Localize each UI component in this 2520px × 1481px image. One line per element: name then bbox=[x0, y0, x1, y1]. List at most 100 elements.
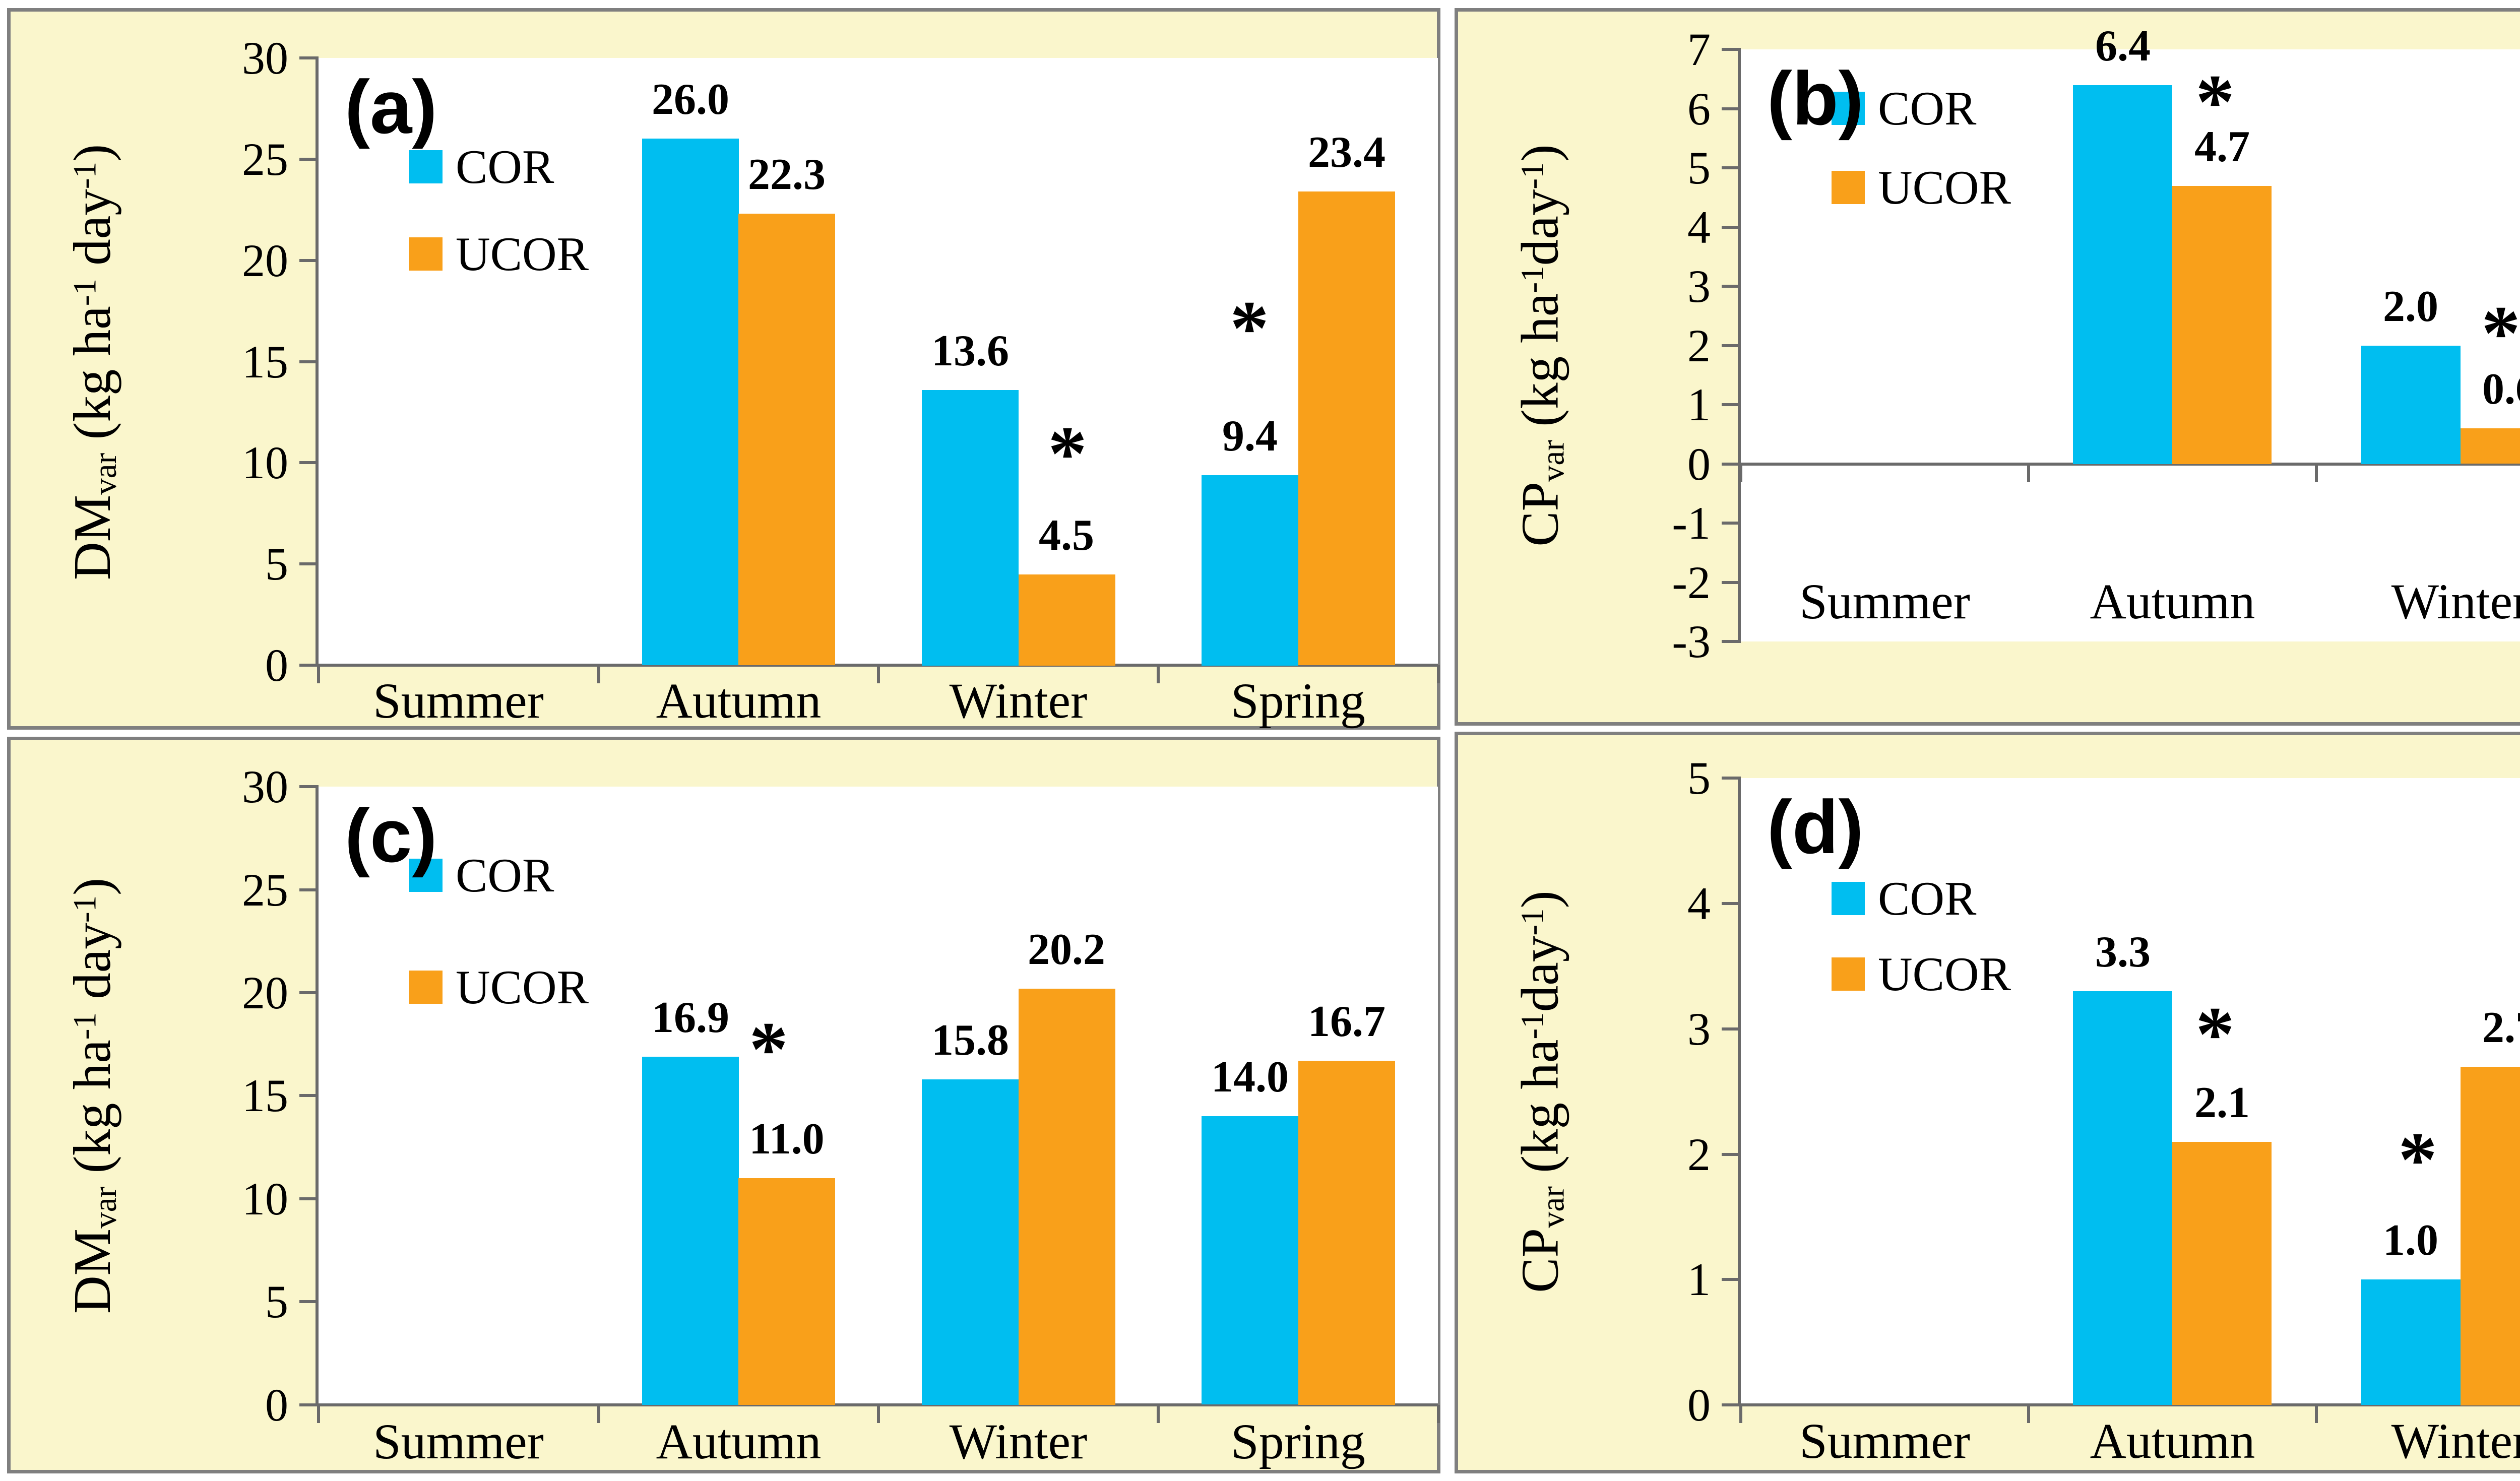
bar-value-label: 4.7 bbox=[2194, 122, 2250, 171]
y-tick-mark bbox=[299, 785, 319, 788]
panel-letter-b: (b) bbox=[1767, 56, 1864, 141]
bar-value-label: 9.4 bbox=[1222, 412, 1278, 461]
y-tick-mark bbox=[1722, 1153, 1741, 1156]
y-axis-title-wrap: DMvar (kg ha-1 day-1) bbox=[18, 787, 169, 1405]
y-tick-mark bbox=[299, 56, 319, 59]
bar-cor-autumn bbox=[642, 1057, 739, 1405]
y-axis-title: CPvar (kg ha-1day-1) bbox=[1509, 144, 1572, 546]
y-axis-title-part: DM bbox=[62, 1228, 122, 1314]
bar-value-label: 1.0 bbox=[2383, 1216, 2438, 1265]
y-tick-mark bbox=[299, 461, 319, 464]
x-category-label: Summer bbox=[373, 673, 544, 729]
y-tick-mark bbox=[1722, 1027, 1741, 1031]
bar-cor-autumn bbox=[2073, 991, 2172, 1405]
y-tick-mark bbox=[1722, 1278, 1741, 1281]
chart-panel-c: 0 5 10 15 20 25 30 Summer Autumn Winter Spring 16.9… bbox=[7, 737, 1440, 1473]
x-tick-mark bbox=[1437, 665, 1440, 683]
significance-asterisk: * bbox=[1048, 410, 1087, 497]
legend-label-ucor: UCOR bbox=[1878, 947, 2011, 1001]
significance-asterisk: * bbox=[2195, 58, 2235, 145]
y-tick-mark bbox=[1722, 640, 1741, 643]
bar-cor-winter bbox=[922, 390, 1019, 666]
y-tick-mark bbox=[1722, 522, 1741, 525]
bar-value-label: 16.9 bbox=[652, 993, 729, 1042]
significance-asterisk: * bbox=[2195, 991, 2235, 1077]
x-tick-mark bbox=[1437, 1405, 1440, 1423]
bar-ucor-winter bbox=[2461, 1067, 2520, 1405]
y-axis-title-part: ) bbox=[62, 144, 122, 162]
legend-label-cor: COR bbox=[456, 849, 554, 902]
bar-value-label: 16.7 bbox=[1308, 997, 1385, 1046]
legend-swatch-cor bbox=[1832, 882, 1865, 915]
y-tick-label: 3 bbox=[1687, 261, 1711, 312]
bar-cor-winter bbox=[922, 1079, 1019, 1405]
legend-swatch-ucor bbox=[409, 971, 443, 1004]
y-axis-title-part: (kg ha bbox=[62, 1040, 122, 1187]
y-tick-label: 30 bbox=[242, 32, 288, 84]
significance-asterisk: * bbox=[749, 1006, 788, 1092]
y-tick-mark bbox=[299, 259, 319, 262]
y-tick-label: 5 bbox=[1687, 752, 1711, 804]
y-tick-label: 2 bbox=[1687, 320, 1711, 371]
chart-panel-d: 012345SummerAutumnWinterSpring3.31.01.72… bbox=[1455, 732, 2520, 1473]
x-tick-mark bbox=[2315, 464, 2318, 482]
y-axis-title-part: ) bbox=[62, 877, 122, 895]
y-tick-label: 10 bbox=[242, 437, 288, 488]
y-tick-label: 5 bbox=[265, 1276, 288, 1327]
y-tick-mark bbox=[1722, 581, 1741, 584]
y-tick-mark bbox=[299, 1300, 319, 1303]
y-axis-title-part: day bbox=[1510, 935, 1569, 1012]
x-category-label: Summer bbox=[1799, 573, 1970, 629]
x-category-label: Winter bbox=[949, 673, 1088, 729]
y-tick-mark bbox=[299, 664, 319, 667]
y-tick-label: 4 bbox=[1687, 878, 1711, 929]
panel-letter-c: (c) bbox=[345, 793, 437, 878]
y-tick-label: 1 bbox=[1687, 1254, 1711, 1305]
y-axis-title-wrap: DMvar (kg ha-1 day-1) bbox=[18, 58, 169, 666]
y-tick-label: 15 bbox=[242, 336, 288, 388]
y-axis-title-part: -1 bbox=[67, 1012, 104, 1040]
y-tick-label: 0 bbox=[1687, 438, 1711, 490]
x-category-label: Spring bbox=[1231, 673, 1365, 729]
x-category-label: Summer bbox=[1799, 1413, 1970, 1469]
y-tick-mark bbox=[299, 888, 319, 891]
y-tick-mark bbox=[1722, 777, 1741, 780]
y-axis-title-part: (kg ha bbox=[62, 305, 122, 453]
x-tick-mark bbox=[317, 665, 320, 683]
panel-letter-a: (a) bbox=[345, 65, 437, 149]
significance-asterisk: * bbox=[1230, 285, 1269, 371]
y-tick-mark bbox=[299, 1094, 319, 1097]
y-axis-title-part: (kg ha bbox=[1510, 1039, 1569, 1186]
x-axis-line bbox=[316, 1403, 1438, 1406]
chart-panel-b: -3-2-101234567SummerAutumnWinterSpring6.… bbox=[1455, 8, 2520, 726]
y-tick-mark bbox=[1722, 166, 1741, 169]
legend-swatch-ucor bbox=[1832, 957, 1865, 991]
bar-value-label: 6.4 bbox=[2095, 22, 2151, 71]
y-tick-mark bbox=[1722, 48, 1741, 51]
y-tick-label: 25 bbox=[242, 864, 288, 916]
legend-swatch-ucor bbox=[409, 237, 443, 271]
x-axis-line bbox=[316, 664, 1438, 667]
x-tick-mark bbox=[597, 665, 600, 683]
legend-label-cor: COR bbox=[1878, 872, 1977, 925]
legend-swatch-ucor bbox=[1832, 171, 1865, 204]
y-tick-label: 6 bbox=[1687, 83, 1711, 135]
bar-cor-spring bbox=[1202, 475, 1298, 666]
y-tick-label: 0 bbox=[265, 639, 288, 691]
x-tick-mark bbox=[2027, 1405, 2030, 1423]
x-category-label: Spring bbox=[1231, 1413, 1365, 1469]
y-axis-line bbox=[1738, 778, 1741, 1405]
y-axis-title-part: ) bbox=[1510, 144, 1569, 162]
bar-cor-autumn bbox=[2073, 85, 2172, 464]
y-tick-mark bbox=[1722, 463, 1741, 466]
y-axis-title-part: var bbox=[87, 453, 124, 495]
bar-value-label: 11.0 bbox=[749, 1115, 825, 1164]
y-axis-title: DMvar (kg ha-1 day-1) bbox=[62, 878, 125, 1314]
bar-ucor-spring bbox=[1298, 191, 1395, 665]
x-tick-mark bbox=[1157, 665, 1160, 683]
legend-label-cor: COR bbox=[1878, 82, 1977, 135]
bar-cor-winter bbox=[2361, 346, 2461, 464]
bar-cor-autumn bbox=[642, 139, 739, 665]
y-axis-title-part: -1 bbox=[67, 161, 104, 189]
